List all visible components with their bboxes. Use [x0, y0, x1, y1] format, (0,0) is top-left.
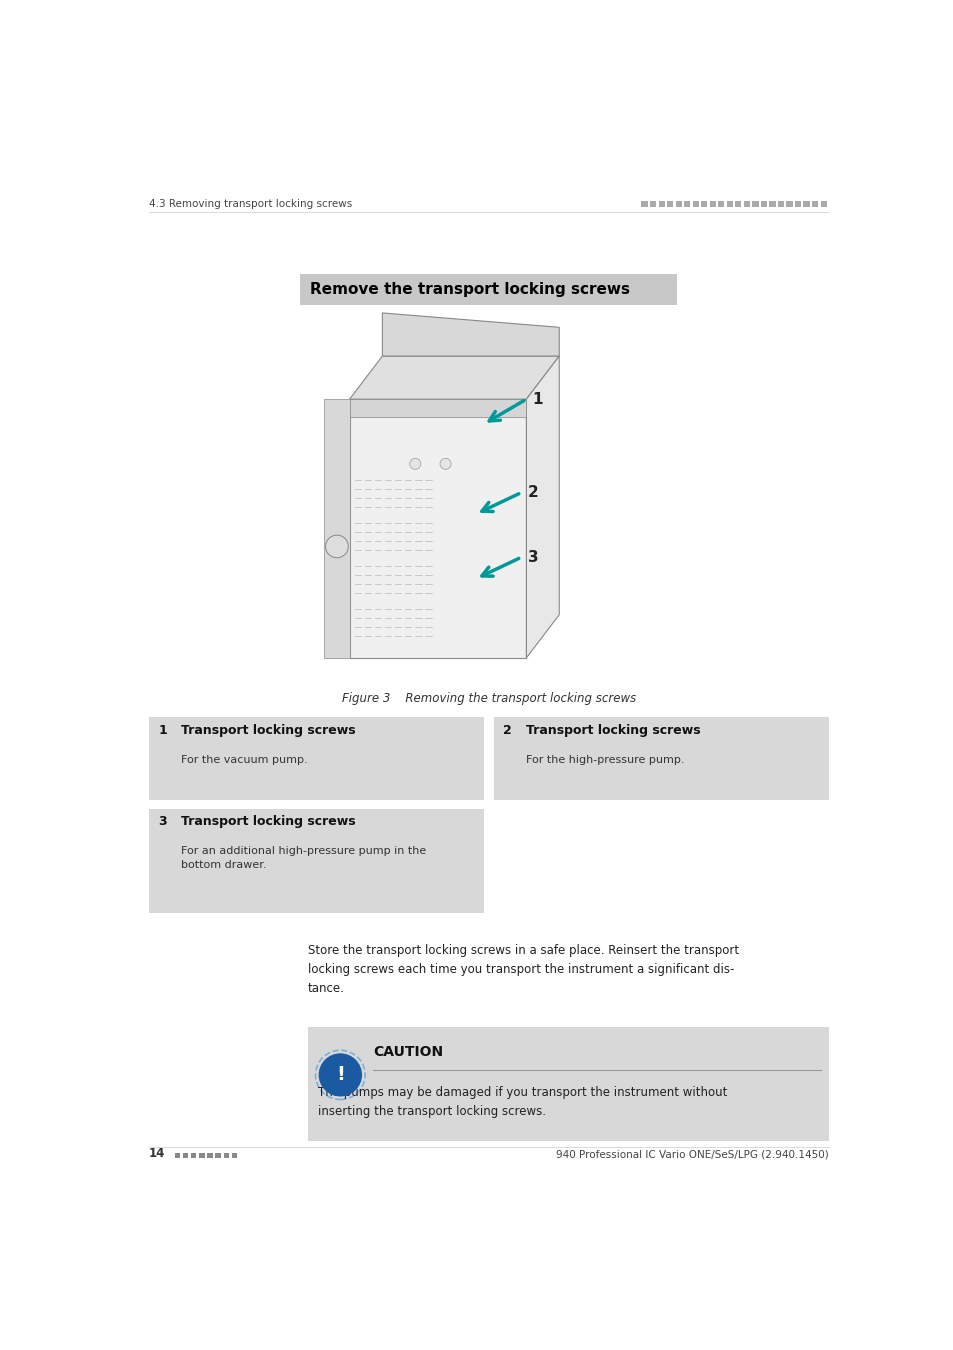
FancyBboxPatch shape: [752, 201, 758, 207]
FancyBboxPatch shape: [794, 201, 801, 207]
Text: 1: 1: [158, 724, 167, 737]
FancyBboxPatch shape: [700, 201, 706, 207]
Text: 1: 1: [532, 392, 542, 406]
FancyBboxPatch shape: [811, 201, 818, 207]
Polygon shape: [382, 313, 558, 356]
FancyBboxPatch shape: [760, 201, 766, 207]
FancyBboxPatch shape: [199, 1153, 204, 1158]
FancyBboxPatch shape: [207, 1153, 213, 1158]
Circle shape: [318, 1053, 361, 1096]
FancyBboxPatch shape: [640, 201, 647, 207]
FancyBboxPatch shape: [300, 274, 677, 305]
FancyBboxPatch shape: [785, 201, 792, 207]
Text: !: !: [335, 1065, 344, 1084]
Text: 14: 14: [149, 1148, 165, 1160]
Text: 4.3 Removing transport locking screws: 4.3 Removing transport locking screws: [149, 198, 352, 209]
FancyBboxPatch shape: [726, 201, 732, 207]
FancyBboxPatch shape: [777, 201, 783, 207]
Circle shape: [325, 535, 348, 558]
Circle shape: [409, 458, 420, 470]
FancyBboxPatch shape: [232, 1153, 237, 1158]
FancyBboxPatch shape: [223, 1153, 229, 1158]
Text: Remove the transport locking screws: Remove the transport locking screws: [310, 282, 629, 297]
Text: Transport locking screws: Transport locking screws: [181, 815, 355, 828]
FancyBboxPatch shape: [658, 201, 664, 207]
Text: Store the transport locking screws in a safe place. Reinsert the transport
locki: Store the transport locking screws in a …: [308, 944, 739, 995]
FancyBboxPatch shape: [324, 400, 349, 657]
FancyBboxPatch shape: [735, 201, 740, 207]
FancyBboxPatch shape: [308, 1027, 828, 1141]
Text: 3: 3: [158, 815, 167, 828]
Polygon shape: [526, 356, 558, 657]
Text: 3: 3: [527, 549, 537, 564]
Circle shape: [439, 458, 451, 470]
FancyBboxPatch shape: [191, 1153, 196, 1158]
FancyBboxPatch shape: [768, 201, 775, 207]
Text: For an additional high-pressure pump in the
bottom drawer.: For an additional high-pressure pump in …: [181, 846, 426, 871]
Text: For the vacuum pump.: For the vacuum pump.: [181, 755, 308, 764]
FancyBboxPatch shape: [709, 201, 715, 207]
FancyBboxPatch shape: [349, 400, 526, 417]
FancyBboxPatch shape: [183, 1153, 188, 1158]
Text: CAUTION: CAUTION: [374, 1045, 443, 1058]
Text: 2: 2: [527, 485, 537, 500]
Text: 940 Professional IC Vario ONE/SeS/LPG (2.940.1450): 940 Professional IC Vario ONE/SeS/LPG (2…: [556, 1150, 828, 1160]
FancyBboxPatch shape: [649, 201, 656, 207]
FancyBboxPatch shape: [149, 717, 484, 801]
FancyBboxPatch shape: [820, 201, 826, 207]
FancyBboxPatch shape: [683, 201, 690, 207]
FancyBboxPatch shape: [174, 1153, 180, 1158]
FancyBboxPatch shape: [743, 201, 749, 207]
Text: For the high-pressure pump.: For the high-pressure pump.: [525, 755, 684, 764]
FancyBboxPatch shape: [149, 809, 484, 913]
FancyBboxPatch shape: [349, 400, 526, 657]
FancyBboxPatch shape: [675, 201, 681, 207]
FancyBboxPatch shape: [802, 201, 809, 207]
FancyBboxPatch shape: [215, 1153, 220, 1158]
FancyBboxPatch shape: [692, 201, 699, 207]
Text: Transport locking screws: Transport locking screws: [525, 724, 700, 737]
FancyBboxPatch shape: [718, 201, 723, 207]
Text: Figure 3    Removing the transport locking screws: Figure 3 Removing the transport locking …: [341, 693, 636, 705]
FancyBboxPatch shape: [666, 201, 673, 207]
FancyBboxPatch shape: [493, 717, 828, 801]
Polygon shape: [349, 356, 558, 400]
Text: Transport locking screws: Transport locking screws: [181, 724, 355, 737]
Text: The pumps may be damaged if you transport the instrument without
inserting the t: The pumps may be damaged if you transpor…: [317, 1087, 726, 1118]
Text: 2: 2: [502, 724, 511, 737]
